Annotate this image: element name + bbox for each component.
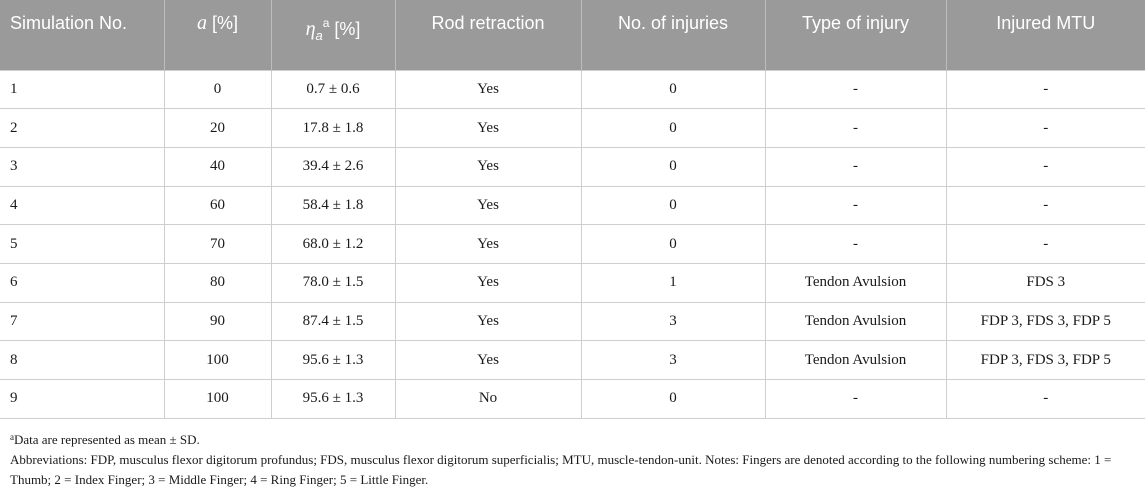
cell-type-of-injury: - xyxy=(764,69,946,109)
header-eta: ηaa [%] xyxy=(270,0,395,70)
cell-injured-mtu: - xyxy=(945,224,1145,264)
cell-no-of-injuries: 0 xyxy=(580,379,765,419)
cell-type-of-injury: - xyxy=(764,146,946,187)
table-row: 3 40 39.4 ± 2.6 Yes 0- - xyxy=(0,146,1145,187)
cell-no-of-injuries: 1 xyxy=(580,262,765,303)
cell-no-of-injuries: 0 xyxy=(580,185,765,225)
header-injured-mtu: Injured MTU xyxy=(945,0,1145,70)
cell-a: 90 xyxy=(163,301,271,341)
cell-simulation-no: 9 xyxy=(0,379,164,419)
cell-injured-mtu: FDP 3, FDS 3, FDP 5 xyxy=(945,301,1145,341)
header-no-of-injuries: No. of injuries xyxy=(580,0,765,70)
cell-a: 80 xyxy=(163,262,271,303)
cell-type-of-injury: Tendon Avulsion xyxy=(764,301,946,341)
footnote-note-text: Data are represented as mean ± SD. xyxy=(14,432,200,447)
cell-simulation-no: 6 xyxy=(0,262,164,303)
cell-simulation-no: 5 xyxy=(0,224,164,264)
cell-eta: 17.8 ± 1.8 xyxy=(270,108,395,148)
cell-rod-retraction: Yes xyxy=(394,108,581,148)
cell-rod-retraction: Yes xyxy=(394,146,581,187)
cell-eta: 58.4 ± 1.8 xyxy=(270,185,395,225)
cell-rod-retraction: Yes xyxy=(394,340,581,380)
cell-eta: 87.4 ± 1.5 xyxy=(270,301,395,341)
cell-injured-mtu: - xyxy=(945,185,1145,225)
eta-symbol: η xyxy=(305,18,316,40)
cell-rod-retraction: Yes xyxy=(394,69,581,109)
cell-a: 40 xyxy=(163,146,271,187)
cell-type-of-injury: - xyxy=(764,108,946,148)
cell-simulation-no: 8 xyxy=(0,340,164,380)
cell-no-of-injuries: 0 xyxy=(580,224,765,264)
table-footnotes: aData are represented as mean ± SD. Abbr… xyxy=(10,427,1140,490)
header-type-of-injury: Type of injury xyxy=(764,0,946,70)
table-row: 7 90 87.4 ± 1.5 Yes 3 Tendon Avulsion FDP 3, F… xyxy=(0,301,1145,341)
cell-rod-retraction: Yes xyxy=(394,301,581,341)
cell-injured-mtu: - xyxy=(945,69,1145,109)
footnote-data-note: aData are represented as mean ± SD. xyxy=(10,427,1140,450)
a-unit: [%] xyxy=(206,13,238,33)
cell-no-of-injuries: 0 xyxy=(580,69,765,109)
table-header: Simulation No. a [%] ηaa [%] Rod retract… xyxy=(0,0,1145,70)
cell-a: 60 xyxy=(163,185,271,225)
cell-injured-mtu: FDS 3 xyxy=(945,262,1145,303)
eta-unit: [%] xyxy=(329,19,361,39)
cell-eta: 39.4 ± 2.6 xyxy=(270,146,395,187)
cell-simulation-no: 1 xyxy=(0,69,164,109)
header-a: a [%] xyxy=(163,0,271,70)
header-rod-retraction: Rod retraction xyxy=(394,0,581,70)
cell-injured-mtu: - xyxy=(945,379,1145,419)
cell-rod-retraction: Yes xyxy=(394,262,581,303)
table-row: 6 80 78.0 ± 1.5 Yes 1 Tendon Avulsion FDS 3 xyxy=(0,262,1145,303)
cell-rod-retraction: Yes xyxy=(394,224,581,264)
cell-injured-mtu: - xyxy=(945,108,1145,148)
table-row: 4 60 58.4 ± 1.8 Yes 0- - xyxy=(0,185,1145,225)
simulation-results-table: Simulation No. a [%] ηaa [%] Rod retract… xyxy=(0,0,1145,419)
cell-simulation-no: 4 xyxy=(0,185,164,225)
header-simulation-no: Simulation No. xyxy=(0,0,164,70)
cell-eta: 78.0 ± 1.5 xyxy=(270,262,395,303)
cell-a: 70 xyxy=(163,224,271,264)
cell-a: 100 xyxy=(163,340,271,380)
eta-subscript: a xyxy=(315,28,323,43)
cell-rod-retraction: Yes xyxy=(394,185,581,225)
table-row: 8 100 95.6 ± 1.3 Yes 3 Tendon Avulsion FDP 3, … xyxy=(0,340,1145,380)
cell-type-of-injury: Tendon Avulsion xyxy=(764,262,946,303)
cell-injured-mtu: - xyxy=(945,146,1145,187)
cell-simulation-no: 3 xyxy=(0,146,164,187)
cell-type-of-injury: Tendon Avulsion xyxy=(764,340,946,380)
cell-type-of-injury: - xyxy=(764,185,946,225)
table-row: 2 20 17.8 ± 1.8 Yes 0- - xyxy=(0,108,1145,148)
cell-eta: 0.7 ± 0.6 xyxy=(270,69,395,109)
footnote-marker: a xyxy=(10,432,14,442)
cell-no-of-injuries: 3 xyxy=(580,301,765,341)
footnote-abbreviations: Abbreviations: FDP, musculus flexor digi… xyxy=(10,452,1112,487)
table-row: 9 100 95.6 ± 1.3 No 0- - xyxy=(0,379,1145,419)
cell-type-of-injury: - xyxy=(764,379,946,419)
cell-type-of-injury: - xyxy=(764,224,946,264)
cell-eta: 95.6 ± 1.3 xyxy=(270,340,395,380)
a-symbol: a xyxy=(196,12,207,34)
cell-no-of-injuries: 0 xyxy=(580,146,765,187)
cell-simulation-no: 7 xyxy=(0,301,164,341)
eta-superscript: a xyxy=(322,16,330,30)
cell-a: 0 xyxy=(163,69,271,109)
table-row: 1 0 0.7 ± 0.6 Yes 0- - xyxy=(0,69,1145,109)
cell-eta: 68.0 ± 1.2 xyxy=(270,224,395,264)
cell-eta: 95.6 ± 1.3 xyxy=(270,379,395,419)
cell-a: 20 xyxy=(163,108,271,148)
cell-a: 100 xyxy=(163,379,271,419)
cell-rod-retraction: No xyxy=(394,379,581,419)
table-body: 1 0 0.7 ± 0.6 Yes 0- -2 20 17.8 ± 1.8 Yes 0- -3 40 3… xyxy=(0,69,1145,419)
cell-no-of-injuries: 3 xyxy=(580,340,765,380)
table-row: 5 70 68.0 ± 1.2 Yes 0- - xyxy=(0,224,1145,264)
cell-simulation-no: 2 xyxy=(0,108,164,148)
cell-injured-mtu: FDP 3, FDS 3, FDP 5 xyxy=(945,340,1145,380)
cell-no-of-injuries: 0 xyxy=(580,108,765,148)
header-row: Simulation No. a [%] ηaa [%] Rod retract… xyxy=(0,0,1145,70)
